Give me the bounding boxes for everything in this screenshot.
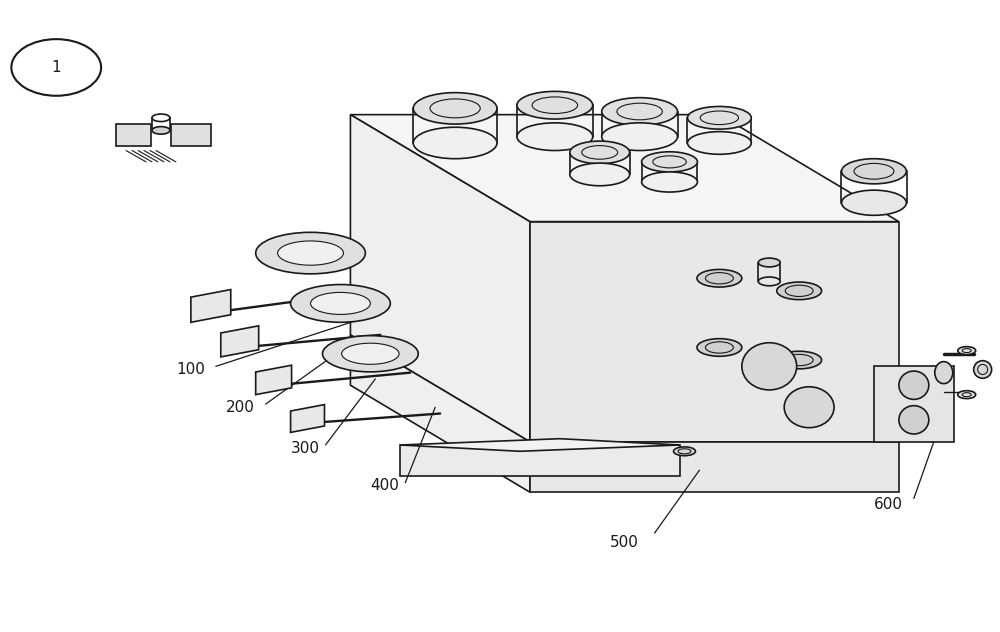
Polygon shape [171,124,211,146]
Polygon shape [350,335,530,492]
Polygon shape [350,114,530,442]
Text: 300: 300 [291,441,320,456]
Polygon shape [530,222,899,442]
Text: 400: 400 [370,478,399,494]
Ellipse shape [784,387,834,428]
Text: 600: 600 [874,497,903,513]
Ellipse shape [152,126,170,134]
Ellipse shape [517,92,593,119]
Ellipse shape [958,391,976,399]
Ellipse shape [758,277,780,286]
Ellipse shape [256,233,365,274]
Ellipse shape [642,172,697,192]
Ellipse shape [413,93,497,124]
Polygon shape [291,404,324,432]
Ellipse shape [842,159,906,184]
Ellipse shape [742,343,797,390]
Ellipse shape [697,339,742,356]
Polygon shape [874,367,954,442]
Ellipse shape [974,361,992,379]
Ellipse shape [570,141,630,164]
Ellipse shape [322,336,418,372]
Ellipse shape [642,152,697,172]
Ellipse shape [687,131,751,154]
Ellipse shape [777,282,822,300]
Ellipse shape [935,362,953,384]
Polygon shape [191,289,231,322]
Ellipse shape [697,269,742,287]
Ellipse shape [517,123,593,150]
Ellipse shape [259,379,277,390]
Polygon shape [530,442,899,492]
Ellipse shape [602,123,678,150]
Text: 200: 200 [226,399,255,415]
Polygon shape [400,445,680,477]
Ellipse shape [225,340,244,352]
Ellipse shape [278,241,343,265]
Ellipse shape [958,346,976,355]
Text: 500: 500 [610,535,639,550]
Text: 100: 100 [176,362,205,377]
Polygon shape [116,124,151,146]
Ellipse shape [899,371,929,399]
Polygon shape [221,326,259,357]
Ellipse shape [899,406,929,434]
Ellipse shape [758,258,780,267]
Ellipse shape [687,106,751,129]
Polygon shape [400,439,680,451]
Ellipse shape [195,305,215,317]
Polygon shape [256,365,292,394]
Ellipse shape [413,127,497,159]
Polygon shape [116,124,151,146]
Ellipse shape [674,447,695,456]
Ellipse shape [777,351,822,369]
Ellipse shape [152,114,170,121]
Polygon shape [350,114,899,222]
Ellipse shape [842,190,906,216]
Ellipse shape [311,293,370,315]
Ellipse shape [294,417,311,428]
Ellipse shape [342,343,399,364]
Text: 1: 1 [51,60,61,75]
Ellipse shape [291,284,390,322]
Ellipse shape [570,163,630,186]
Ellipse shape [602,98,678,125]
